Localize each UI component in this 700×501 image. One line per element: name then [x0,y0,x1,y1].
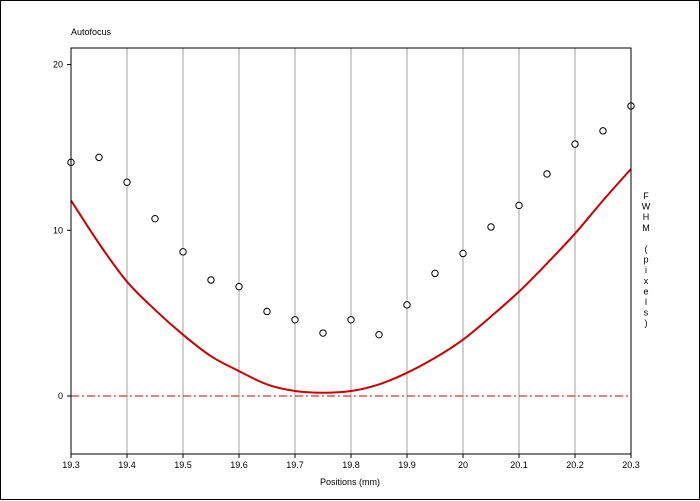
y-axis-label-char: ( [645,244,648,254]
fit-line [70,168,632,394]
data-point [347,316,355,324]
y-axis-label-char: l [645,297,647,307]
y-ticks: 20 10 0 [53,60,71,401]
fit-curve [70,168,632,394]
x-tick-label: 20 [458,460,468,470]
y-axis-label-char: e [643,286,648,296]
y-axis-label-char: F [643,191,649,201]
chart-title: Autofocus [71,27,112,37]
y-axis-label-char: M [642,223,650,233]
x-ticks: 19.3 19.4 19.5 19.6 19.7 19.8 19.9 20 20.1 20.2 20… [62,454,640,470]
x-axis-label: Positions (mm) [320,477,380,487]
data-point [599,127,607,135]
y-axis-label-char: p [643,255,648,265]
data-point [487,223,495,231]
x-tick-label: 19.6 [230,460,248,470]
y-axis-label-char: ) [645,318,648,328]
x-tick-label: 19.3 [62,460,80,470]
data-point [319,329,327,337]
x-tick-label: 19.8 [342,460,360,470]
x-tick-label: 19.7 [286,460,304,470]
data-point [403,301,411,309]
data-point [291,316,299,324]
data-point [543,170,551,178]
x-tick-label: 20.1 [510,460,528,470]
grid-lines [126,48,576,454]
data-point [179,248,187,256]
data-points [67,102,635,339]
data-point [459,249,467,258]
x-tick-label: 19.4 [118,460,136,470]
data-point [235,282,243,291]
y-tick-label: 20 [53,60,63,70]
y-axis-label-char: H [643,212,650,222]
data-point [207,276,215,284]
x-tick-label: 20.3 [622,460,640,470]
data-point [515,201,523,210]
y-axis-label-char: i [645,265,647,275]
data-point [151,214,159,223]
y-tick-label: 0 [58,391,63,401]
y-tick-label: 10 [53,225,63,235]
x-tick-label: 20.2 [566,460,584,470]
data-point [571,140,579,148]
data-point [123,178,131,186]
data-point [263,307,271,316]
y-axis-label-char: s [644,308,649,318]
data-point [95,153,103,162]
y-axis-label-char: x [644,276,649,286]
data-point [431,269,439,278]
x-tick-label: 19.5 [174,460,192,470]
x-tick-label: 19.9 [398,460,416,470]
data-point [375,330,383,339]
y-axis-label-char: W [642,202,651,212]
